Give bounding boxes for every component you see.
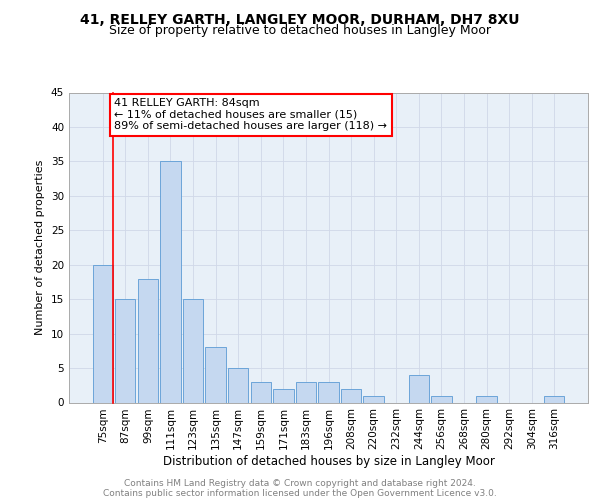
Text: Contains public sector information licensed under the Open Government Licence v3: Contains public sector information licen… (103, 488, 497, 498)
Bar (319, 382, 338, 402)
Bar (138, 278, 158, 402)
X-axis label: Distribution of detached houses by size in Langley Moor: Distribution of detached houses by size … (163, 455, 494, 468)
Bar (251, 382, 271, 402)
Text: Size of property relative to detached houses in Langley Moor: Size of property relative to detached ho… (109, 24, 491, 37)
Bar (160, 162, 181, 402)
Text: 41 RELLEY GARTH: 84sqm
← 11% of detached houses are smaller (15)
89% of semi-det: 41 RELLEY GARTH: 84sqm ← 11% of detached… (115, 98, 388, 131)
Bar (92, 264, 113, 402)
Bar (341, 388, 361, 402)
Text: 41, RELLEY GARTH, LANGLEY MOOR, DURHAM, DH7 8XU: 41, RELLEY GARTH, LANGLEY MOOR, DURHAM, … (80, 12, 520, 26)
Bar (296, 382, 316, 402)
Bar (431, 396, 452, 402)
Bar (115, 299, 136, 403)
Bar (544, 396, 565, 402)
Bar (228, 368, 248, 402)
Bar (476, 396, 497, 402)
Bar (183, 299, 203, 403)
Bar (364, 396, 384, 402)
Bar (273, 388, 293, 402)
Bar (205, 348, 226, 403)
Y-axis label: Number of detached properties: Number of detached properties (35, 160, 46, 335)
Text: Contains HM Land Registry data © Crown copyright and database right 2024.: Contains HM Land Registry data © Crown c… (124, 478, 476, 488)
Bar (409, 375, 429, 402)
